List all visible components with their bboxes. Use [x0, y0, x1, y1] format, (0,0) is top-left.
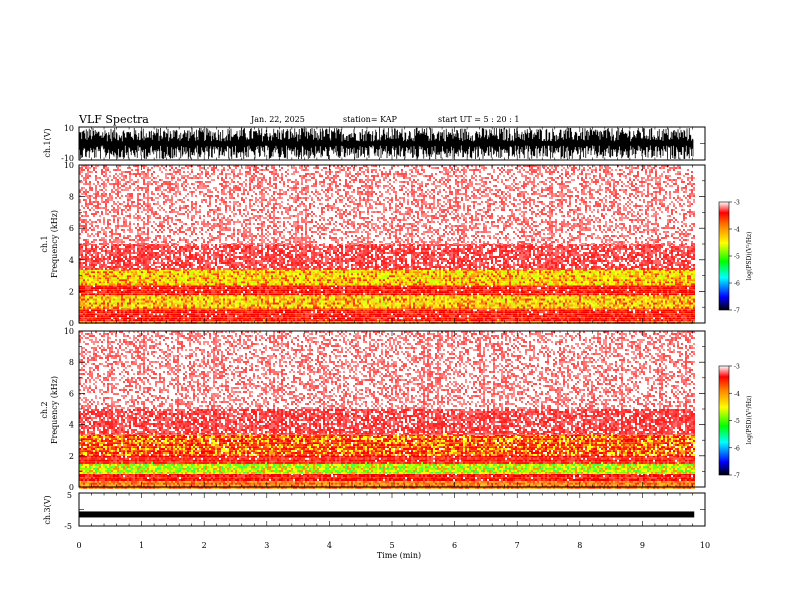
date-label: Jan. 22, 2025 — [250, 115, 305, 124]
ch2-cb-label-0: -3 — [734, 364, 740, 371]
ch1-spectrogram-band-3 — [79, 285, 695, 295]
ch2-spectrogram-band-0 — [79, 481, 695, 489]
ch1-freq-axis-label: Frequency (kHz) — [50, 210, 59, 278]
ch1-channel-label: ch.1 — [40, 235, 49, 252]
ch3-waveform-line — [80, 511, 695, 517]
time-tick-label-10: 10 — [700, 541, 710, 550]
ch1-spectrogram-band-1 — [79, 307, 695, 321]
ch1-spectrogram-band-4 — [79, 269, 695, 285]
time-tick-label-3: 3 — [264, 541, 269, 550]
ch3-waveform-ylabel: ch.3(V) — [43, 495, 52, 524]
ch1-ytick-label-1: 2 — [69, 287, 74, 296]
ch2-ytick-label-4: 8 — [69, 358, 74, 367]
ch2-ytick-label-5: 10 — [64, 327, 74, 336]
ch1-ytick-label-3: 6 — [69, 224, 74, 233]
ch2-ytick-label-3: 6 — [69, 389, 74, 398]
ch1-ytick-label-4: 8 — [69, 193, 74, 202]
ch1-colorbar: -3 -4 -5 -6 -7 log(PSD)(V²/Hz) — [719, 200, 753, 315]
ch2-cb-label-3: -6 — [734, 445, 740, 452]
ch3-ytick-bottom: -5 — [64, 522, 72, 531]
ch1-colorbar-ticks: -3 -4 -5 -6 -7 — [729, 200, 740, 315]
ch1-cb-label-4: -7 — [734, 308, 740, 315]
time-tick-label-2: 2 — [202, 541, 207, 550]
time-tick-label-1: 1 — [139, 541, 144, 550]
ch2-ytick-label-1: 2 — [69, 452, 74, 461]
ch2-spectrogram-band-6 — [79, 331, 695, 409]
time-tick-label-8: 8 — [577, 541, 582, 550]
ch2-ytick-label-2: 4 — [69, 421, 74, 430]
vlf-spectra-figure: VLF Spectra Jan. 22, 2025 station= KAP s… — [0, 0, 792, 612]
ch1-ytick-label-2: 4 — [69, 256, 74, 265]
figure-title: VLF Spectra — [78, 113, 149, 126]
time-tick-label-4: 4 — [327, 541, 332, 550]
ch1-cb-label-3: -6 — [734, 281, 740, 288]
ch2-colorbar-ticks: -3 -4 -5 -6 -7 — [729, 364, 740, 480]
ch2-colorbar: -3 -4 -5 -6 -7 log(PSD)(V²/Hz) — [719, 364, 753, 480]
ch1-ytick-top: 10 — [64, 124, 74, 133]
time-tick-label-5: 5 — [389, 541, 394, 550]
ch2-spectrogram — [79, 331, 695, 489]
ch2-colorbar-gradient — [719, 366, 729, 475]
ch1-cb-label-0: -3 — [734, 200, 740, 207]
ch2-colorbar-label: log(PSD)(V²/Hz) — [746, 396, 753, 445]
ch2-cb-label-2: -5 — [734, 418, 740, 425]
ch2-cb-label-1: -4 — [734, 391, 740, 398]
ch1-cb-label-2: -5 — [734, 254, 740, 261]
ch3-ytick-top: 5 — [67, 491, 72, 500]
ch1-cb-label-1: -4 — [734, 227, 740, 234]
ch1-colorbar-label: log(PSD)(V²/Hz) — [746, 232, 753, 281]
time-tick-label-6: 6 — [452, 541, 457, 550]
ch2-spectrogram-band-4 — [79, 434, 695, 456]
ch1-waveform-line — [80, 128, 694, 159]
time-tick-label-0: 0 — [76, 541, 81, 550]
ch2-channel-label: ch.2 — [40, 401, 49, 418]
ch2-cb-label-4: -7 — [734, 473, 740, 480]
ch1-spectrogram-band-5 — [79, 244, 695, 270]
ch1-spectrogram-band-6 — [79, 165, 695, 245]
ch1-spectrogram — [79, 165, 695, 324]
start-time-label: start UT = 5 : 20 : 1 — [438, 115, 519, 124]
station-label: station= KAP — [343, 115, 398, 124]
time-tick-label-7: 7 — [515, 541, 520, 550]
ch3-waveform-panel: 5 -5 ch.3(V) — [43, 491, 705, 531]
ch1-waveform-ylabel: ch.1(V) — [43, 128, 52, 157]
ch1-colorbar-gradient — [719, 202, 729, 310]
time-tick-label-9: 9 — [640, 541, 645, 550]
ch2-spectrogram-band-5 — [79, 409, 695, 435]
ch1-ytick-label-5: 10 — [64, 161, 74, 170]
ch2-spectrogram-band-1 — [79, 473, 695, 481]
ch1-waveform-panel: 10 -10 ch.1(V) — [43, 124, 705, 163]
time-axis-label: Time (min) — [377, 551, 421, 560]
ch2-freq-axis-label: Frequency (kHz) — [50, 376, 59, 444]
